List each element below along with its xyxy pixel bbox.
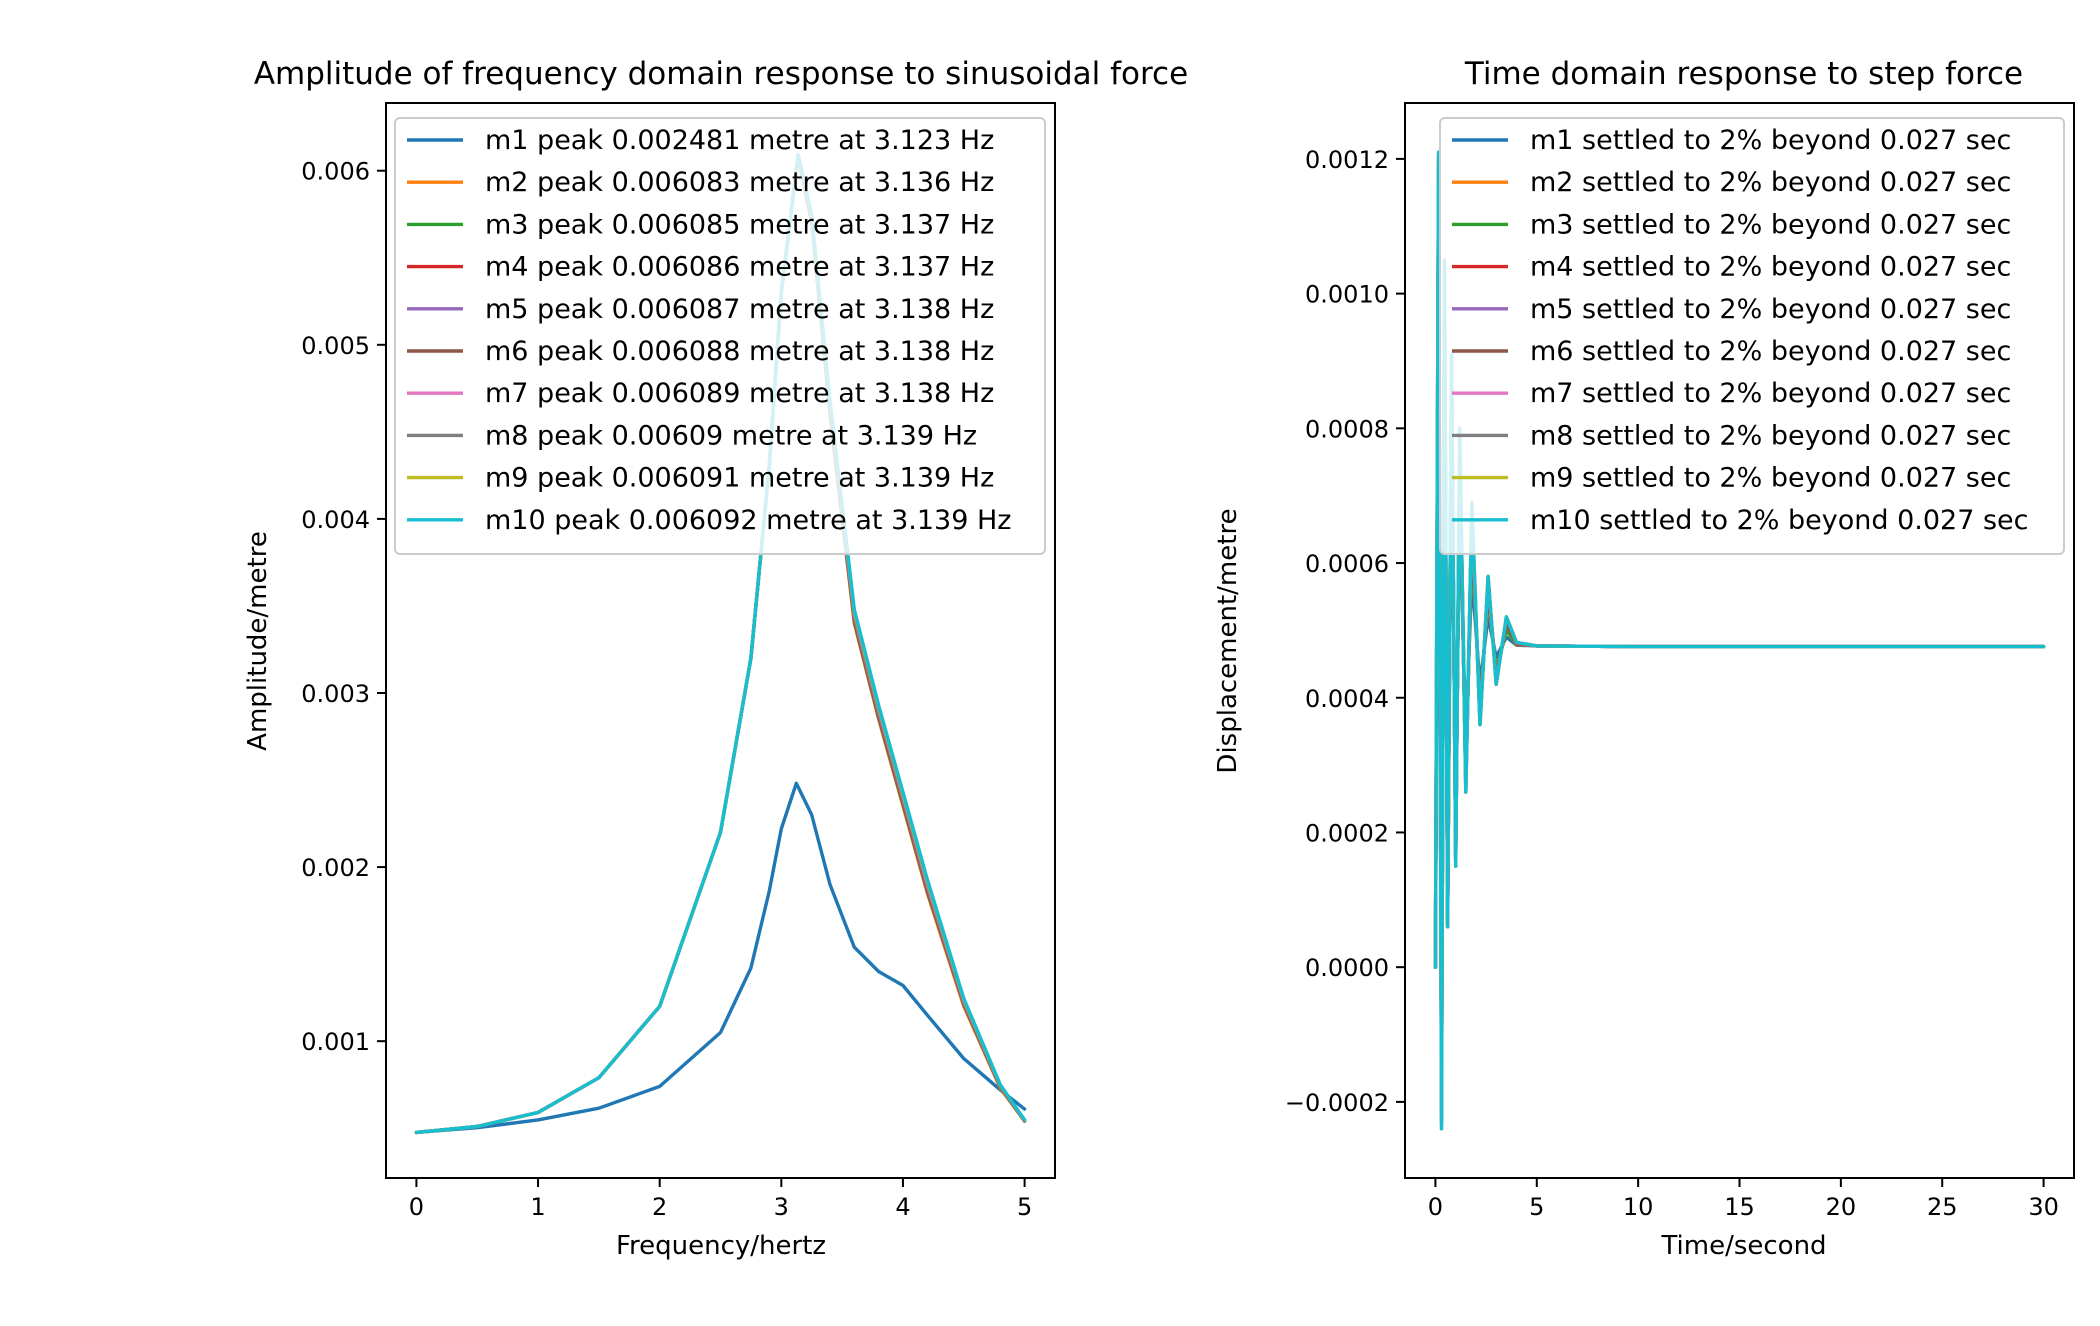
axis-ticks: 0 5 10 15 20 25 30 −0.0002 0.0000 0.0002 0.0004 0.0… <box>1285 146 2059 1221</box>
legend: m1 peak 0.002481 metre at 3.123 Hz m2 pea… <box>394 117 1046 555</box>
x-tick-label: 0 <box>1428 1193 1443 1221</box>
y-tick-label: 0.0008 <box>1305 415 1389 443</box>
x-tick-label: 20 <box>1826 1193 1857 1221</box>
y-tick-label: 0.0000 <box>1305 954 1389 982</box>
legend-entry: m3 peak 0.006085 metre at 3.137 Hz <box>485 209 994 240</box>
x-tick-label: 3 <box>774 1193 789 1221</box>
legend-entry: m4 peak 0.006086 metre at 3.137 Hz <box>485 252 994 283</box>
legend-entry: m5 peak 0.006087 metre at 3.138 Hz <box>485 294 994 325</box>
y-axis-label: Displacement/metre <box>1213 508 1243 773</box>
y-tick-label: 0.001 <box>301 1028 370 1056</box>
x-tick-label: 25 <box>1927 1193 1958 1221</box>
x-tick-label: 0 <box>409 1193 424 1221</box>
x-tick-label: 15 <box>1724 1193 1755 1221</box>
x-axis-label: Frequency/hertz <box>616 1231 826 1261</box>
x-tick-label: 4 <box>895 1193 910 1221</box>
y-tick-label: 0.005 <box>301 332 370 360</box>
chart-title: Amplitude of frequency domain response t… <box>254 56 1188 92</box>
y-axis-label: Amplitude/metre <box>243 531 273 751</box>
legend-entry: m5 settled to 2% beyond 0.027 sec <box>1530 294 2011 325</box>
x-axis-label: Time/second <box>1660 1231 1826 1261</box>
frequency-response-chart: Amplitude of frequency domain response t… <box>243 56 1188 1261</box>
legend-frame <box>1439 117 2065 555</box>
y-tick-label: 0.002 <box>301 854 370 882</box>
legend-entry: m2 peak 0.006083 metre at 3.136 Hz <box>485 167 994 198</box>
legend: m1 settled to 2% beyond 0.027 sec m2 sett… <box>1439 117 2065 555</box>
legend-entry: m9 settled to 2% beyond 0.027 sec <box>1530 463 2011 494</box>
legend-entry: m8 settled to 2% beyond 0.027 sec <box>1530 420 2011 451</box>
chart-title: Time domain response to step force <box>1464 56 2023 92</box>
time-response-chart: Time domain response to step force Time/… <box>1213 56 2075 1261</box>
legend-entry: m6 settled to 2% beyond 0.027 sec <box>1530 336 2011 367</box>
legend-frame <box>394 117 1046 555</box>
legend-entry: m1 peak 0.002481 metre at 3.123 Hz <box>485 125 994 156</box>
legend-entry: m9 peak 0.006091 metre at 3.139 Hz <box>485 463 994 494</box>
y-tick-label: 0.004 <box>301 506 370 534</box>
plot-frame <box>385 102 1056 1179</box>
axis-ticks: 0 1 2 3 4 5 0.001 0.002 0.003 0.004 0.005 0.006 <box>301 158 1032 1221</box>
y-tick-label: −0.0002 <box>1285 1089 1389 1117</box>
plot-frame <box>1404 102 2075 1179</box>
y-tick-label: 0.003 <box>301 680 370 708</box>
x-tick-label: 2 <box>652 1193 667 1221</box>
y-tick-label: 0.0010 <box>1305 281 1389 309</box>
legend-entry: m2 settled to 2% beyond 0.027 sec <box>1530 167 2011 198</box>
x-tick-label: 30 <box>2028 1193 2059 1221</box>
legend-entry: m3 settled to 2% beyond 0.027 sec <box>1530 209 2011 240</box>
x-tick-label: 5 <box>1017 1193 1032 1221</box>
x-tick-label: 10 <box>1623 1193 1654 1221</box>
legend-entry: m1 settled to 2% beyond 0.027 sec <box>1530 125 2011 156</box>
y-tick-label: 0.006 <box>301 158 370 186</box>
series-line-m1 <box>414 781 1027 1135</box>
x-tick-label: 5 <box>1529 1193 1544 1221</box>
y-tick-label: 0.0012 <box>1305 146 1389 174</box>
legend-entry: m7 peak 0.006089 metre at 3.138 Hz <box>485 378 994 409</box>
legend-entry: m6 peak 0.006088 metre at 3.138 Hz <box>485 336 994 367</box>
y-tick-label: 0.0002 <box>1305 819 1389 847</box>
legend-entry: m10 peak 0.006092 metre at 3.139 Hz <box>485 505 1011 536</box>
legend-entry: m10 settled to 2% beyond 0.027 sec <box>1530 505 2029 536</box>
legend-entry: m7 settled to 2% beyond 0.027 sec <box>1530 378 2011 409</box>
y-tick-label: 0.0006 <box>1305 550 1389 578</box>
legend-entry: m4 settled to 2% beyond 0.027 sec <box>1530 252 2011 283</box>
y-tick-label: 0.0004 <box>1305 685 1389 713</box>
x-tick-label: 1 <box>530 1193 545 1221</box>
legend-entry: m8 peak 0.00609 metre at 3.139 Hz <box>485 420 977 451</box>
